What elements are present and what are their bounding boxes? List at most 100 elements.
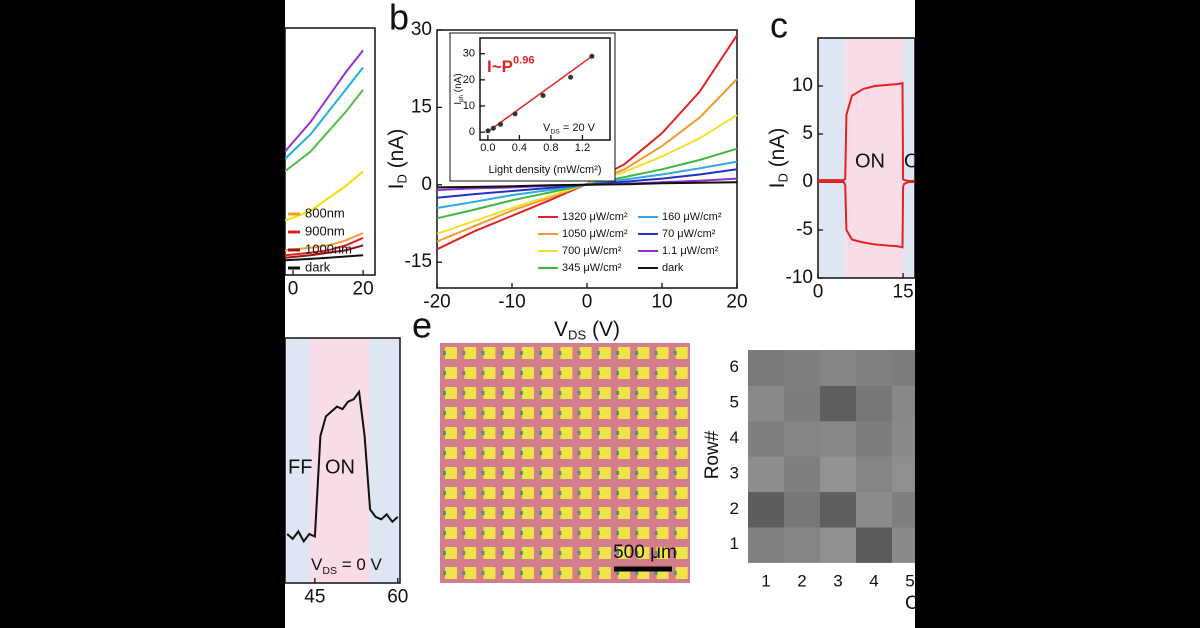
x-tick-label: 4 — [869, 571, 878, 590]
electrode-pad — [483, 387, 495, 399]
device-channel — [635, 351, 638, 355]
electrode-pad — [676, 347, 688, 359]
annotation-part: = 20 V — [560, 122, 596, 134]
electrode-pad — [637, 387, 649, 399]
electrode-pad — [464, 487, 476, 499]
electrode-pad — [445, 367, 457, 379]
device-channel — [443, 511, 446, 515]
annotation-part: = 0 V — [337, 555, 383, 574]
device-channel — [616, 571, 619, 575]
device-channel — [539, 431, 542, 435]
electrode-pad — [676, 367, 688, 379]
electrode-pad — [599, 447, 611, 459]
annotation: ON — [855, 150, 885, 172]
device-channel — [558, 531, 561, 535]
heatmap-cell — [748, 456, 785, 492]
device-channel — [655, 391, 658, 395]
panel-label: e — [412, 305, 432, 346]
y-tick-label: 5 — [802, 123, 813, 144]
electrode-pad — [676, 447, 688, 459]
device-channel — [501, 451, 504, 455]
electrode-pad — [445, 347, 457, 359]
electrode-pad — [599, 547, 611, 559]
electrode-pad — [464, 407, 476, 419]
device-channel — [539, 531, 542, 535]
y-tick-label: 0 — [802, 171, 813, 192]
electrode-pad — [676, 567, 688, 579]
x-tick-label: 0 — [288, 278, 299, 299]
y-tick-label: 30 — [411, 19, 432, 40]
legend-label: 1050 μW/cm² — [562, 228, 628, 240]
electrode-pad — [445, 507, 457, 519]
electrode-pad — [618, 387, 630, 399]
x-tick-label: 0 — [582, 291, 593, 312]
electrode-pad — [560, 447, 572, 459]
electrode-pad — [637, 407, 649, 419]
electrode-pad — [541, 407, 553, 419]
heatmap-cell — [856, 456, 893, 492]
heatmap-cell — [748, 492, 785, 528]
y-axis-label: ID (nA) — [766, 128, 791, 189]
y-tick-label: -10 — [786, 267, 813, 288]
device-channel — [674, 491, 677, 495]
device-channel — [674, 571, 677, 575]
data-point — [541, 93, 546, 98]
data-point — [568, 75, 573, 80]
electrode-pad — [676, 387, 688, 399]
heatmap-cell — [820, 421, 857, 457]
heatmap-cell — [820, 527, 857, 563]
electrode-pad — [637, 367, 649, 379]
device-channel — [616, 391, 619, 395]
y-tick-label: 2 — [730, 499, 739, 518]
electrode-pad — [541, 347, 553, 359]
device-channel — [539, 371, 542, 375]
electrode-pad — [618, 367, 630, 379]
electrode-pad — [580, 487, 592, 499]
heatmap-cell — [856, 492, 893, 528]
device-channel — [501, 351, 504, 355]
x-tick-label: 15 — [893, 281, 914, 302]
y-tick-label: 6 — [730, 357, 739, 376]
device-channel — [539, 391, 542, 395]
annotation-part: DS — [550, 128, 560, 135]
electrode-pad — [676, 427, 688, 439]
device-channel — [462, 551, 465, 555]
electrode-pad — [445, 467, 457, 479]
electrode-pad — [522, 347, 534, 359]
device-channel — [520, 411, 523, 415]
device-channel — [481, 391, 484, 395]
x-tick-label: 0.4 — [512, 142, 527, 154]
black-bar — [0, 0, 285, 628]
electrode-pad — [522, 467, 534, 479]
electrode-pad — [541, 567, 553, 579]
device-channel — [501, 551, 504, 555]
electrode-pad — [618, 527, 630, 539]
data-point — [485, 128, 490, 133]
x-tick-label: -10 — [498, 291, 525, 312]
device-channel — [616, 371, 619, 375]
electrode-pad — [599, 487, 611, 499]
device-channel — [674, 431, 677, 435]
device-channel — [597, 371, 600, 375]
y-axis-label: Row# — [702, 430, 723, 479]
electrode-pad — [657, 387, 669, 399]
electrode-pad — [676, 547, 688, 559]
electrode-pad — [637, 487, 649, 499]
device-channel — [481, 431, 484, 435]
electrode-pad — [503, 507, 515, 519]
device-channel — [655, 491, 658, 495]
device-channel — [558, 351, 561, 355]
device-channel — [443, 391, 446, 395]
device-channel — [462, 351, 465, 355]
data-point — [513, 111, 518, 116]
panel-label: c — [770, 5, 788, 46]
device-channel — [539, 411, 542, 415]
electrode-pad — [522, 387, 534, 399]
legend-label: dark — [305, 259, 331, 274]
x-axis-label: Light density (mW/cm²) — [488, 164, 601, 176]
electrode-pad — [599, 407, 611, 419]
device-channel — [520, 391, 523, 395]
annotation-part: V — [311, 555, 323, 574]
device-channel — [481, 571, 484, 575]
device-channel — [597, 351, 600, 355]
